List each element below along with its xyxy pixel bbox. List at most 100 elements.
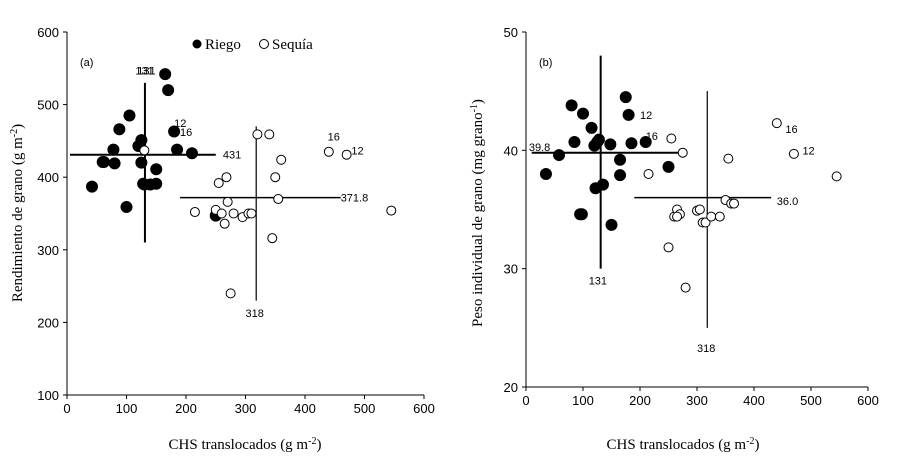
x-tick-label: 500 <box>354 401 376 416</box>
data-point-riego <box>585 121 598 134</box>
data-point-sequia <box>323 146 334 157</box>
y-tick-label: 300 <box>37 243 59 258</box>
data-point-sequia <box>276 154 287 165</box>
data-point-riego <box>150 177 163 190</box>
legend: Riego Sequía <box>192 37 313 53</box>
legend-sequia-marker <box>259 39 269 49</box>
y-tick-label: 40 <box>504 143 518 158</box>
mean-value-label: 39.8 <box>529 142 550 154</box>
panel-b-chart: (b) CHS translocados (g m-2) Peso indivi… <box>469 25 879 453</box>
data-point-riego <box>553 149 566 162</box>
data-point-riego <box>592 133 605 146</box>
data-point-riego <box>619 91 632 104</box>
data-point-sequia <box>643 169 654 179</box>
data-point-sequia <box>706 211 717 222</box>
point-label: 16 <box>328 132 340 144</box>
data-point-riego <box>107 143 120 156</box>
data-point-sequia <box>723 153 734 164</box>
data-point-riego <box>639 136 652 149</box>
point-label: 16 <box>646 131 658 143</box>
data-point-sequia <box>139 145 150 156</box>
x-tick-label: 600 <box>413 401 435 416</box>
mean-value-label: 131 <box>137 65 155 77</box>
data-point-sequia <box>273 193 284 204</box>
point-label: 12 <box>802 145 814 157</box>
data-point-riego <box>96 155 109 168</box>
x-tick-label: 200 <box>629 393 651 408</box>
y-tick-label: 50 <box>504 25 518 40</box>
data-point-riego <box>85 180 98 193</box>
y-tick-label: 20 <box>504 380 518 395</box>
point-label: 16 <box>180 127 192 139</box>
data-point-sequia <box>216 208 227 219</box>
legend-riego-marker <box>192 39 202 49</box>
panel-b-label: (b) <box>539 57 552 69</box>
data-point-riego <box>120 200 133 213</box>
data-point-sequia <box>252 129 263 140</box>
data-point-riego <box>625 137 638 150</box>
data-point-riego <box>135 156 148 169</box>
y-tick-label: 100 <box>37 388 59 403</box>
x-tick-label: 300 <box>686 393 708 408</box>
panel-a-label: (a) <box>80 57 93 69</box>
data-point-sequia <box>222 196 233 207</box>
data-point-sequia <box>663 242 674 253</box>
legend-riego-label: Riego <box>205 37 241 53</box>
data-point-riego <box>662 160 675 173</box>
y-tick-label: 30 <box>504 262 518 277</box>
data-point-riego <box>171 143 184 156</box>
point-label: 131 <box>135 65 153 77</box>
panel-a-chart: (a) Riego Sequía CHS translocados (g m-2… <box>9 25 435 453</box>
x-tick-label: 0 <box>522 393 529 408</box>
data-point-riego <box>168 125 181 138</box>
point-label: 16 <box>785 124 797 136</box>
data-point-sequia <box>677 147 688 158</box>
data-point-riego <box>123 109 136 122</box>
data-point-sequia <box>788 148 799 159</box>
data-point-riego <box>113 123 126 136</box>
data-point-riego <box>539 168 552 180</box>
data-point-riego <box>604 138 617 151</box>
data-point-riego <box>605 218 618 231</box>
data-point-sequia <box>672 211 683 222</box>
data-point-sequia <box>341 149 352 160</box>
point-label: 12 <box>174 118 186 130</box>
x-axis-title: CHS translocados (g m-2) <box>607 436 760 453</box>
x-tick-label: 600 <box>857 393 879 408</box>
x-tick-label: 500 <box>800 393 822 408</box>
y-tick-label: 200 <box>37 315 59 330</box>
data-point-sequia <box>666 133 677 144</box>
x-tick-label: 400 <box>294 401 316 416</box>
data-point-sequia <box>714 211 725 222</box>
x-tick-label: 200 <box>175 401 197 416</box>
data-point-sequia <box>221 172 232 183</box>
mean-value-label: 318 <box>697 343 715 355</box>
data-point-riego <box>565 99 578 112</box>
data-point-sequia <box>267 233 278 244</box>
x-tick-label: 0 <box>63 401 70 416</box>
data-point-sequia <box>831 171 842 182</box>
data-point-sequia <box>213 178 224 189</box>
y-tick-label: 400 <box>37 170 59 185</box>
data-point-riego <box>135 134 148 147</box>
data-point-sequia <box>694 204 705 215</box>
mean-value-label: 131 <box>589 276 607 288</box>
data-point-sequia <box>225 288 236 299</box>
data-point-sequia <box>228 208 239 219</box>
x-tick-label: 100 <box>572 393 594 408</box>
data-point-sequia <box>246 208 257 219</box>
data-point-riego <box>614 153 627 166</box>
y-tick-label: 500 <box>37 98 59 113</box>
mean-value-label: 371.8 <box>341 193 369 205</box>
mean-value-label: 36.0 <box>777 196 798 208</box>
data-point-sequia <box>386 205 397 216</box>
point-label: 12 <box>351 145 363 157</box>
data-point-sequia <box>189 207 200 218</box>
mean-value-label: 431 <box>223 150 241 162</box>
point-label: 12 <box>640 110 652 122</box>
data-point-sequia <box>264 129 275 140</box>
x-tick-label: 400 <box>743 393 765 408</box>
data-point-sequia <box>270 172 281 183</box>
mean-value-label: 318 <box>246 308 264 320</box>
